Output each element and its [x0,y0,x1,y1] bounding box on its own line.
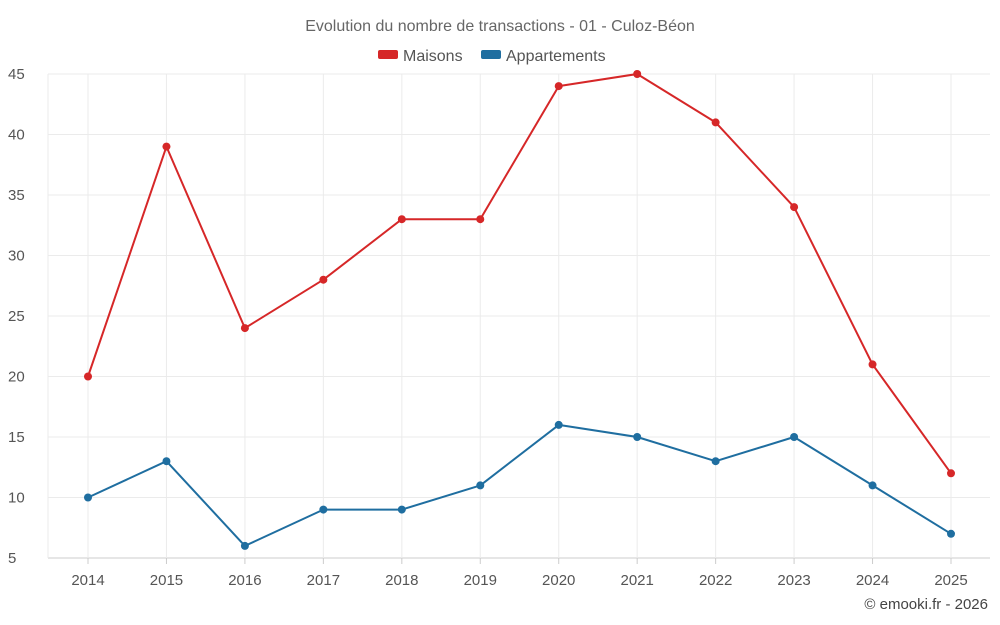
series-maisons [84,70,955,478]
series-line-appartements [87,423,952,547]
legend-label-maisons: Maisons [403,48,463,65]
data-point-appartements[interactable] [476,481,485,490]
x-tick-label: 2015 [150,572,183,589]
data-point-appartements[interactable] [240,541,249,550]
data-point-appartements[interactable] [711,457,720,466]
x-tick-label: 2024 [856,572,889,589]
legend-swatch-appartements [481,50,501,59]
x-tick-label: 2019 [464,572,497,589]
data-point-maisons[interactable] [711,118,720,127]
x-tick-label: 2017 [307,572,340,589]
data-point-maisons[interactable] [554,82,563,91]
y-tick-label: 15 [8,429,25,446]
y-tick-label: 40 [8,127,25,144]
x-axis-ticks: 2014 2015 2016 2017 2018 2019 2020 2021 2022 2023… [71,572,967,589]
data-point-maisons[interactable] [633,70,642,78]
data-point-maisons[interactable] [947,469,955,478]
data-point-maisons[interactable] [476,215,485,224]
data-point-maisons[interactable] [790,203,799,212]
y-tick-label: 25 [8,308,25,325]
data-point-appartements[interactable] [868,481,877,490]
x-tick-label: 2020 [542,572,575,589]
chart-title: Evolution du nombre de transactions - 01… [305,18,695,35]
data-point-maisons[interactable] [868,360,877,369]
y-axis-ticks: 5 10 15 20 25 30 35 40 45 [8,66,25,567]
data-point-appartements[interactable] [319,505,328,514]
legend-item-maisons[interactable]: Maisons [378,48,463,65]
y-tick-label: 45 [8,66,25,83]
data-point-appartements[interactable] [84,493,92,502]
data-point-maisons[interactable] [162,142,171,151]
y-tick-label: 35 [8,187,25,204]
y-tick-label: 10 [8,490,25,507]
grid [47,73,990,564]
x-tick-label: 2025 [934,572,967,589]
data-point-maisons[interactable] [84,372,92,381]
x-tick-label: 2021 [620,572,653,589]
legend-swatch-maisons [378,50,398,59]
data-point-appartements[interactable] [947,529,955,538]
data-point-appartements[interactable] [397,505,406,514]
data-point-appartements[interactable] [162,457,171,466]
y-tick-label: 5 [8,550,16,567]
x-tick-label: 2018 [385,572,418,589]
series-appartements [84,420,955,550]
legend-label-appartements: Appartements [506,48,606,65]
series-line-maisons [87,73,952,474]
x-tick-label: 2022 [699,572,732,589]
x-tick-label: 2023 [777,572,810,589]
series-layer [84,70,955,550]
y-tick-label: 20 [8,369,25,386]
data-point-maisons[interactable] [397,215,406,224]
credit-text: © emooki.fr - 2026 [864,596,988,613]
data-point-appartements[interactable] [554,420,563,429]
data-point-maisons[interactable] [319,275,328,284]
legend-item-appartements[interactable]: Appartements [481,48,606,65]
legend: Maisons Appartements [378,48,606,65]
data-point-appartements[interactable] [633,433,642,441]
x-tick-label: 2016 [228,572,261,589]
y-tick-label: 30 [8,248,25,265]
x-tick-label: 2014 [71,572,104,589]
data-point-maisons[interactable] [240,324,249,333]
data-point-appartements[interactable] [790,433,799,441]
